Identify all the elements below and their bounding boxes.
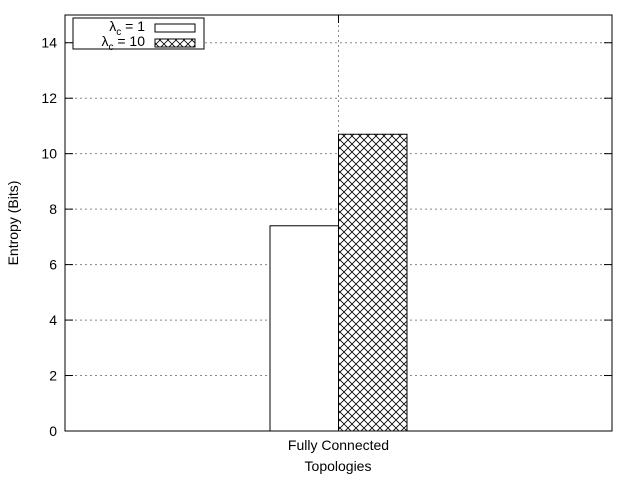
y-tick-label: 10 bbox=[41, 146, 57, 162]
y-tick-label: 0 bbox=[49, 423, 57, 439]
y-axis-ticks: 0 2 4 6 8 10 12 14 bbox=[41, 35, 612, 439]
y-tick-label: 4 bbox=[49, 312, 57, 328]
legend: λc = 1λc = 10 bbox=[72, 17, 205, 53]
x-axis-ticks: Fully Connected bbox=[288, 15, 389, 453]
y-tick-label: 12 bbox=[41, 90, 57, 106]
y-tick-label: 8 bbox=[49, 201, 57, 217]
legend-swatch bbox=[154, 38, 196, 48]
legend-swatch bbox=[154, 23, 196, 33]
x-axis-label: Topologies bbox=[305, 458, 372, 474]
bar-2 bbox=[338, 133, 408, 432]
x-tick-label: Fully Connected bbox=[288, 437, 389, 453]
y-tick-label: 14 bbox=[41, 35, 57, 51]
legend-label: λc = 1 bbox=[109, 18, 145, 38]
y-tick-label: 6 bbox=[49, 257, 57, 273]
y-tick-label: 2 bbox=[49, 368, 57, 384]
bar-1 bbox=[269, 225, 339, 432]
y-axis-label: Entropy (Bits) bbox=[5, 181, 21, 266]
legend-label: λc = 10 bbox=[101, 33, 145, 53]
bars bbox=[269, 133, 408, 432]
